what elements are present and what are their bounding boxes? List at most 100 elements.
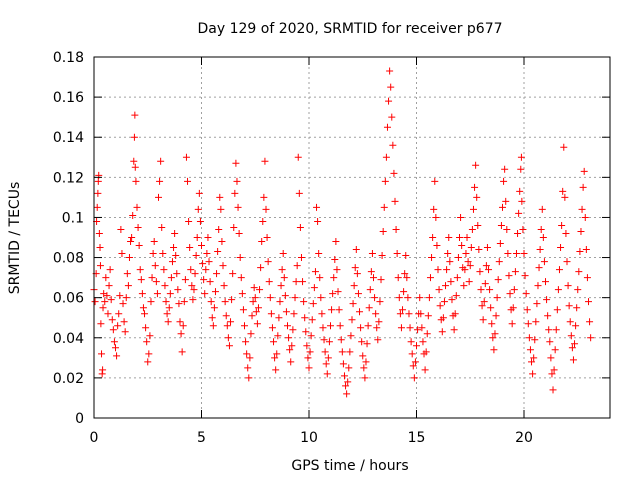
data-point: [581, 213, 589, 221]
data-point: [356, 308, 364, 316]
data-point: [311, 268, 319, 276]
data-point: [163, 310, 171, 318]
data-point: [117, 225, 125, 233]
data-point: [296, 223, 304, 231]
data-point: [310, 284, 318, 292]
data-point: [469, 205, 477, 213]
data-point: [207, 298, 215, 306]
data-point: [524, 320, 532, 328]
data-point: [222, 312, 230, 320]
data-point: [157, 157, 165, 165]
data-point: [526, 346, 534, 354]
data-point: [548, 370, 556, 378]
data-point: [149, 250, 157, 258]
data-point: [481, 280, 489, 288]
data-point: [327, 322, 334, 330]
data-point: [443, 266, 451, 274]
data-point: [532, 318, 540, 326]
data-point: [120, 318, 128, 326]
data-point: [124, 282, 132, 290]
data-point: [432, 213, 440, 221]
data-point: [278, 266, 286, 274]
data-point: [139, 304, 147, 312]
x-tick-label: 15: [408, 430, 426, 446]
data-point: [522, 290, 530, 298]
data-point: [586, 318, 594, 326]
data-point: [430, 205, 438, 213]
data-point: [569, 356, 577, 364]
data-point: [332, 238, 340, 246]
data-point: [189, 296, 197, 304]
data-point: [550, 366, 558, 374]
data-point: [227, 318, 235, 326]
data-point: [161, 282, 169, 290]
data-point: [553, 306, 561, 314]
data-point: [241, 322, 248, 330]
data-point: [529, 370, 537, 378]
data-point: [162, 298, 170, 306]
data-point: [303, 342, 311, 350]
data-point: [580, 167, 588, 175]
data-point: [452, 292, 460, 300]
data-point: [405, 310, 413, 318]
data-point: [418, 324, 426, 332]
data-point: [96, 262, 104, 270]
data-point: [490, 346, 498, 354]
data-point: [381, 177, 389, 185]
data-point: [460, 282, 468, 290]
data-point: [128, 234, 136, 241]
data-point: [483, 244, 491, 252]
data-point: [113, 352, 121, 360]
data-point: [276, 298, 284, 306]
data-point: [141, 310, 149, 318]
data-point: [560, 143, 568, 151]
data-point: [453, 274, 461, 282]
data-point: [354, 290, 362, 298]
data-point: [370, 274, 377, 282]
data-point: [497, 221, 505, 229]
data-point: [216, 193, 224, 201]
data-point: [196, 217, 204, 225]
data-point: [546, 338, 554, 346]
data-point: [473, 193, 481, 201]
data-point: [561, 193, 569, 201]
data-point: [517, 153, 525, 161]
data-point: [230, 223, 238, 231]
data-point: [547, 354, 555, 362]
data-point: [224, 334, 232, 342]
data-point: [371, 294, 379, 302]
data-point: [400, 288, 408, 296]
data-point: [299, 278, 307, 286]
data-point: [577, 227, 585, 235]
data-point: [562, 229, 570, 237]
data-point: [486, 286, 494, 294]
data-point: [176, 318, 184, 326]
data-point: [448, 296, 456, 304]
data-point: [223, 322, 231, 330]
data-point: [428, 254, 436, 262]
data-point: [259, 217, 267, 225]
data-point: [129, 211, 137, 219]
data-point: [523, 306, 531, 314]
data-point: [343, 390, 351, 398]
data-point: [377, 276, 385, 284]
data-point: [451, 310, 459, 318]
x-tick-label: 5: [197, 430, 206, 446]
data-point: [462, 250, 470, 258]
data-point: [118, 250, 126, 258]
data-point: [350, 282, 358, 290]
data-point: [265, 278, 273, 286]
data-point: [508, 320, 516, 328]
data-point: [289, 326, 297, 334]
data-point: [191, 270, 199, 278]
data-point: [127, 238, 135, 246]
data-point: [408, 350, 416, 358]
data-point: [549, 386, 557, 394]
data-point: [160, 266, 168, 274]
data-point: [582, 246, 590, 254]
data-point: [232, 159, 240, 167]
data-point: [438, 328, 446, 336]
data-point: [228, 296, 236, 304]
data-point: [539, 234, 547, 241]
data-point: [396, 310, 404, 318]
